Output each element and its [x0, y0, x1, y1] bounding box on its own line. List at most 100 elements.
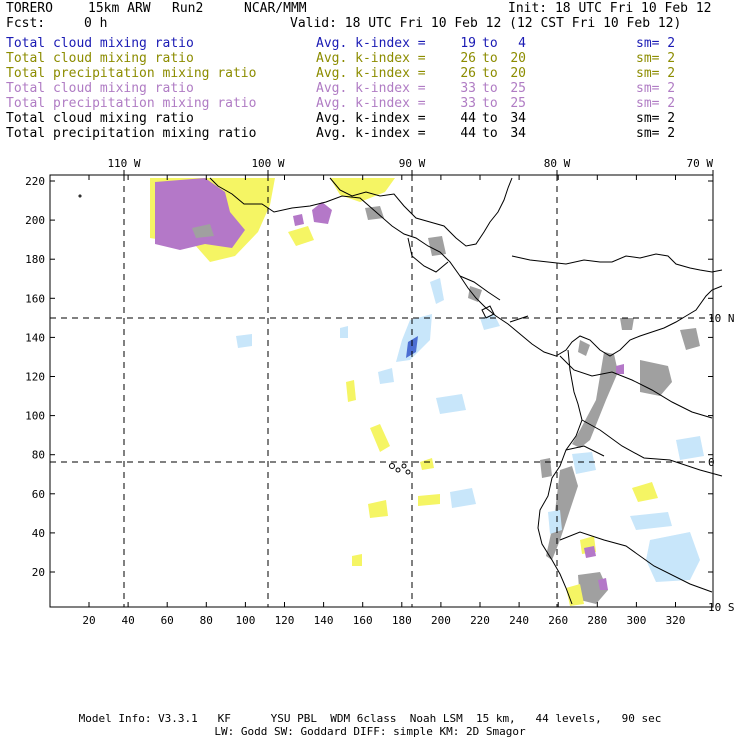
- coastline-south-america: [537, 349, 583, 605]
- precip-field-gray: [572, 352, 618, 448]
- x-tick-label: 60: [161, 614, 174, 627]
- x-tick-label: 120: [275, 614, 295, 627]
- y-tick-label: 180: [25, 253, 45, 266]
- y-tick-label: 80: [32, 449, 45, 462]
- legend-smoothing: sm= 2: [636, 96, 676, 111]
- model-info-line2: LW: Godd SW: Goddard DIFF: simple KM: 2D…: [214, 725, 526, 738]
- y-tick-label: 200: [25, 214, 45, 227]
- y-tick-label: 40: [32, 527, 45, 540]
- legend-to-value: 25: [510, 96, 526, 111]
- precip-field-gray: [620, 318, 634, 330]
- precip-field-purple: [598, 578, 608, 590]
- precip-field-purple: [584, 546, 596, 558]
- cloud-field-yellow: [346, 380, 356, 402]
- model-info-line1: Model Info: V3.3.1 KF YSU PBL WDM 6class…: [78, 712, 662, 725]
- legend-to-word: to: [482, 66, 498, 81]
- precip-field-purple: [616, 364, 624, 374]
- coastline-caribbean: [511, 253, 723, 273]
- cloud-field-light-blue: [340, 326, 348, 338]
- legend-avg-label: Avg. k-index =: [316, 111, 426, 126]
- cloud-field-yellow: [368, 500, 388, 518]
- cloud-field-yellow: [370, 424, 390, 452]
- cloud-field-light-blue: [646, 532, 700, 582]
- x-tick-label: 300: [626, 614, 646, 627]
- coastlines: [78, 177, 723, 605]
- legend-avg-label: Avg. k-index =: [316, 96, 426, 111]
- precip-field-gray: [192, 224, 214, 238]
- cloud-field-light-blue: [630, 512, 672, 530]
- x-tick-label: 40: [121, 614, 134, 627]
- legend-to-value: 34: [510, 111, 526, 126]
- valid-time: Valid: 18 UTC Fri 10 Feb 12 (12 CST Fri …: [290, 16, 682, 31]
- legend-smoothing: sm= 2: [636, 126, 676, 141]
- cloud-field-light-blue: [236, 334, 252, 348]
- legend-field-label: Total cloud mixing ratio: [6, 36, 194, 51]
- legend-to-value: 20: [510, 66, 526, 81]
- precip-field-gray: [365, 206, 384, 220]
- legend-smoothing: sm= 2: [636, 81, 676, 96]
- legend-field-label: Total precipitation mixing ratio: [6, 126, 257, 141]
- cloud-field-light-blue: [396, 314, 432, 362]
- lake-outline: [481, 305, 495, 319]
- model-org: NCAR/MMM: [244, 1, 307, 16]
- longitude-label: 100 W: [251, 157, 284, 170]
- longitude-label: 80 W: [544, 157, 571, 170]
- y-tick-label: 20: [32, 566, 45, 579]
- cloud-field-blue: [406, 336, 418, 358]
- precip-field-gray: [428, 236, 446, 256]
- coastline-mexico: [209, 177, 723, 357]
- precip-field-gray: [540, 458, 552, 478]
- latitude-label: 10 S: [708, 601, 735, 614]
- precip-field-purple: [155, 178, 245, 250]
- cloud-field-light-blue: [436, 394, 466, 414]
- legend-avg-label: Avg. k-index =: [316, 51, 426, 66]
- map-frame: [49, 174, 714, 608]
- y-tick-label: 100: [25, 410, 45, 423]
- precip-field-gray: [546, 466, 578, 560]
- country-borders: [407, 237, 723, 593]
- cloud-field-light-blue: [572, 452, 596, 474]
- legend-avg-label: Avg. k-index =: [316, 81, 426, 96]
- y-tick-label: 120: [25, 371, 45, 384]
- forecast-hour: 0 h: [84, 16, 108, 31]
- model-resolution: 15km ARW: [88, 1, 151, 16]
- legend-to-word: to: [482, 81, 498, 96]
- precip-field-gray: [640, 360, 672, 396]
- legend-smoothing: sm= 2: [636, 51, 676, 66]
- legend-to-word: to: [482, 36, 498, 51]
- legend-to-value: 25: [510, 81, 526, 96]
- y-tick-label: 160: [25, 292, 45, 305]
- cloud-field-yellow: [418, 494, 440, 506]
- legend-avg-label: Avg. k-index =: [316, 66, 426, 81]
- legend-from-value: 44: [460, 126, 476, 141]
- model-name: TORERO: [6, 1, 53, 16]
- longitude-label: 110 W: [107, 157, 140, 170]
- coastline-gulf: [329, 177, 513, 247]
- x-tick-label: 160: [353, 614, 373, 627]
- precip-field-purple: [312, 202, 332, 224]
- legend-avg-label: Avg. k-index =: [316, 36, 426, 51]
- legend-to-value: 4: [518, 36, 526, 51]
- legend-to-value: 34: [510, 126, 526, 141]
- cloud-field-yellow: [632, 482, 658, 502]
- weather-fields: [150, 178, 704, 606]
- map-panel: 110 W 100 W 90 W 80 W 70 W 10 N 0 10 S 220 200 180…: [25, 157, 734, 627]
- map-axes: 110 W 100 W 90 W 80 W 70 W 10 N 0 10 S 220 200 180…: [25, 157, 734, 627]
- latitude-label: 0: [708, 456, 715, 469]
- y-tick-label: 220: [25, 175, 45, 188]
- legend-from-value: 44: [460, 111, 476, 126]
- legend-to-word: to: [482, 126, 498, 141]
- legend-from-value: 33: [460, 96, 476, 111]
- legend-from-value: 26: [460, 66, 476, 81]
- x-tick-label: 180: [392, 614, 412, 627]
- longitude-label: 70 W: [687, 157, 714, 170]
- precip-field-gray: [468, 286, 482, 302]
- island: [78, 194, 82, 198]
- y-tick-label: 60: [32, 488, 45, 501]
- legend-smoothing: sm= 2: [636, 111, 676, 126]
- latitude-label: 10 N: [708, 312, 735, 325]
- legend-to-word: to: [482, 51, 498, 66]
- legend-field-label: Total cloud mixing ratio: [6, 51, 194, 66]
- longitude-label: 90 W: [399, 157, 426, 170]
- cloud-field-yellow: [420, 458, 434, 470]
